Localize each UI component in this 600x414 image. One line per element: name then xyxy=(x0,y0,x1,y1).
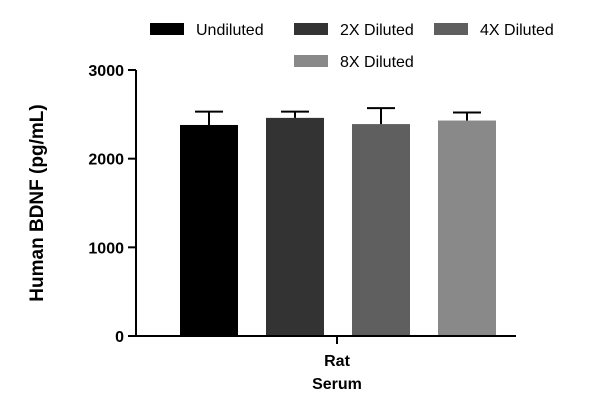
bar xyxy=(352,124,410,336)
legend: Undiluted 2X Diluted 4X Diluted 8X Diluted xyxy=(150,22,554,71)
category-label-line-2: Serum xyxy=(312,376,362,393)
y-axis: 0 1000 2000 3000 xyxy=(88,63,137,346)
y-tick-label: 0 xyxy=(115,329,124,346)
legend-label: 4X Diluted xyxy=(480,22,554,39)
y-tick-label: 1000 xyxy=(88,240,124,257)
category-label-line-1: Rat xyxy=(324,353,350,370)
legend-item: 8X Diluted xyxy=(294,54,414,71)
legend-swatch xyxy=(150,23,184,35)
y-tick-label: 3000 xyxy=(88,63,124,80)
x-axis xyxy=(135,335,516,344)
error-bars xyxy=(195,107,481,125)
bar xyxy=(180,124,238,337)
legend-item: Undiluted xyxy=(150,22,264,39)
legend-label: 8X Diluted xyxy=(340,54,414,71)
legend-label: Undiluted xyxy=(196,22,264,39)
y-axis-title: Human BDNF (pg/mL) xyxy=(27,104,48,301)
legend-label: 2X Diluted xyxy=(340,22,414,39)
bar xyxy=(438,120,496,336)
legend-swatch xyxy=(434,23,468,35)
legend-item: 4X Diluted xyxy=(434,22,554,39)
bar xyxy=(266,117,324,336)
y-tick-label: 2000 xyxy=(88,152,124,169)
legend-swatch xyxy=(294,23,328,35)
legend-item: 2X Diluted xyxy=(294,22,414,39)
legend-swatch xyxy=(294,55,328,67)
bars xyxy=(180,117,496,337)
